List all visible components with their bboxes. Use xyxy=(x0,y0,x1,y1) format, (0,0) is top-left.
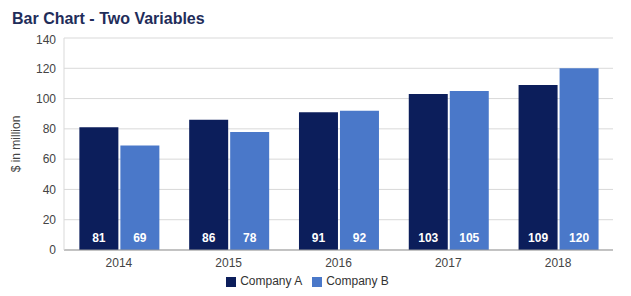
svg-text:20: 20 xyxy=(43,213,57,227)
svg-text:2014: 2014 xyxy=(106,256,133,270)
svg-text:109: 109 xyxy=(528,231,548,245)
svg-text:0: 0 xyxy=(49,243,56,257)
svg-text:2017: 2017 xyxy=(435,256,462,270)
svg-text:78: 78 xyxy=(243,231,257,245)
html-text:Bar Chart - Two Variables: Bar Chart - Two Variables xyxy=(12,10,205,27)
svg-text:103: 103 xyxy=(418,231,438,245)
svg-text:81: 81 xyxy=(92,231,106,245)
html-text:Company A: Company A xyxy=(240,274,303,288)
svg-text:100: 100 xyxy=(36,92,56,106)
svg-text:120: 120 xyxy=(36,62,56,76)
svg-text:69: 69 xyxy=(133,231,147,245)
svg-text:2016: 2016 xyxy=(325,256,352,270)
svg-text:105: 105 xyxy=(459,231,479,245)
svg-text:2015: 2015 xyxy=(215,256,242,270)
svg-text:60: 60 xyxy=(43,152,57,166)
svg-text:92: 92 xyxy=(353,231,367,245)
svg-text:$ in million: $ in million xyxy=(9,116,23,173)
html-text:Company B: Company B xyxy=(326,274,389,288)
svg-text:40: 40 xyxy=(43,183,57,197)
svg-text:91: 91 xyxy=(312,231,326,245)
svg-text:140: 140 xyxy=(36,33,56,47)
svg-text:120: 120 xyxy=(569,231,589,245)
svg-text:80: 80 xyxy=(43,122,57,136)
svg-text:86: 86 xyxy=(202,231,216,245)
svg-text:2018: 2018 xyxy=(545,256,572,270)
